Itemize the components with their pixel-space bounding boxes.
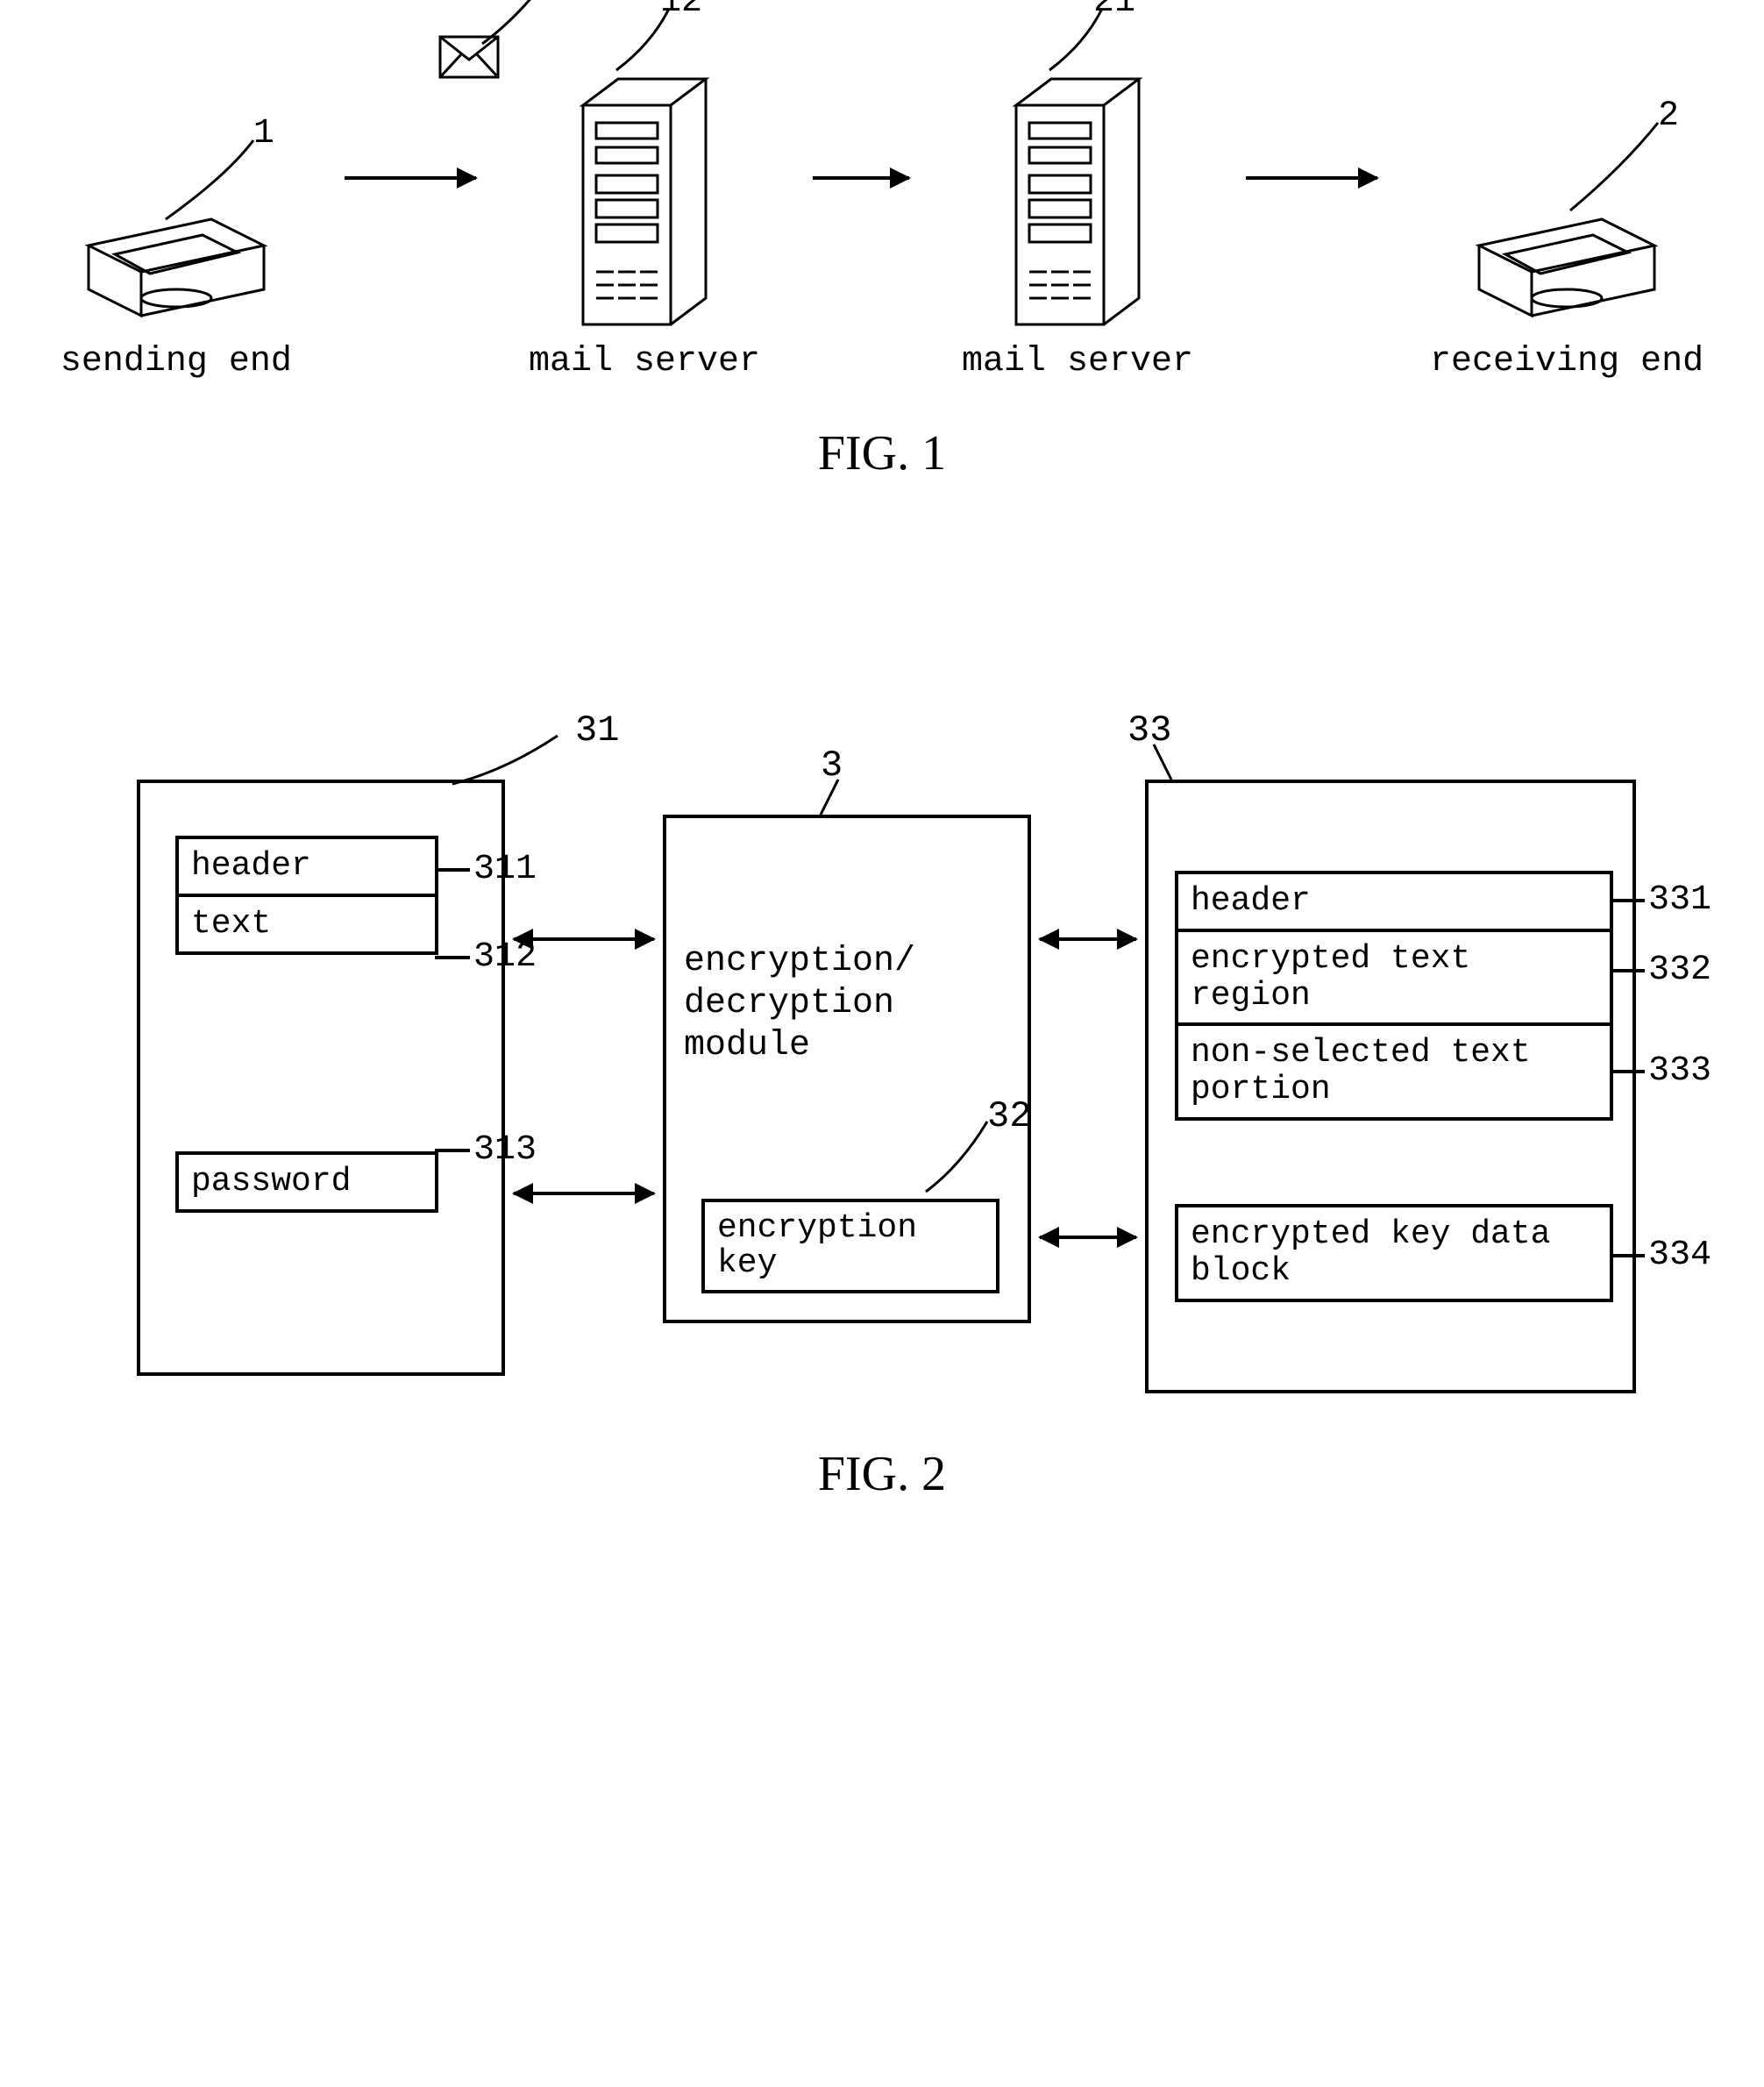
mail-server-2-node: mail server 21 — [962, 70, 1193, 381]
arrow-icon — [813, 176, 909, 180]
bi-arrow-icon — [514, 1192, 654, 1195]
leader-line — [1561, 123, 1684, 219]
ref-right-panel: 33 — [1127, 709, 1171, 751]
receiving-laptop-node: receiving end 2 — [1430, 210, 1704, 381]
password-field-wrap: password — [175, 1151, 438, 1213]
ref-server1: 12 — [660, 0, 702, 22]
receiving-label: receiving end — [1430, 342, 1704, 381]
encryption-key-wrap: encryption key — [701, 1199, 999, 1293]
figure-2: header text password 31 311 312 313 encr… — [137, 709, 1627, 1428]
mail-server-1-label: mail server — [529, 342, 760, 381]
ref-r-nonsel: 333 — [1610, 1051, 1711, 1091]
encryption-key-field: encryption key — [701, 1199, 999, 1293]
ref-left-panel: 31 — [575, 709, 619, 751]
left-header-text-group: header text — [175, 836, 438, 955]
sending-laptop-node: sending end 1 — [60, 210, 292, 381]
password-field: password — [175, 1151, 438, 1213]
bi-arrow-icon — [514, 937, 654, 941]
fig2-title: FIG. 2 — [35, 1446, 1729, 1502]
fig1-row: sending end 1 — [35, 35, 1729, 390]
laptop-icon — [1453, 210, 1681, 333]
module-label: encryption/ decryption module — [684, 941, 1017, 1067]
bi-arrow-icon — [1040, 1236, 1136, 1239]
envelope-node: 11 — [438, 35, 500, 79]
text-field: text — [175, 897, 438, 955]
right-header-field: header — [1175, 871, 1613, 932]
bi-arrow-icon — [1040, 937, 1136, 941]
right-panel: header encrypted text region non-selecte… — [1145, 780, 1636, 1393]
ref-header: 311 — [435, 850, 537, 889]
right-stack: header encrypted text region non-selecte… — [1175, 871, 1613, 1121]
non-sel-field: non-selected text portion — [1175, 1026, 1613, 1121]
ref-r-enc: 332 — [1610, 951, 1711, 990]
laptop-icon — [62, 210, 290, 333]
mid-panel: encryption/ decryption module encryption… — [663, 815, 1031, 1323]
figure-1: sending end 1 — [35, 35, 1729, 481]
ref-password: 313 — [435, 1130, 537, 1170]
ref-key: 32 — [987, 1095, 1031, 1137]
header-field: header — [175, 836, 438, 897]
arrow-icon — [345, 176, 476, 180]
envelope-icon — [438, 35, 500, 79]
fig1-title: FIG. 1 — [35, 425, 1729, 481]
mail-server-1-node: mail server 12 — [529, 70, 760, 381]
enc-text-field: encrypted text region — [1175, 932, 1613, 1027]
ref-r-keyblk: 334 — [1610, 1236, 1711, 1275]
enc-key-block-field: encrypted key data block — [1175, 1204, 1613, 1302]
ref-receiving: 2 — [1658, 96, 1679, 136]
enc-key-block-wrap: encrypted key data block — [1175, 1204, 1613, 1302]
arrow-icon — [1246, 176, 1377, 180]
ref-mid-panel: 3 — [821, 744, 843, 787]
mail-server-2-label: mail server — [962, 342, 1193, 381]
server-icon — [565, 70, 723, 333]
ref-sending: 1 — [253, 114, 274, 153]
ref-server2: 21 — [1093, 0, 1135, 22]
sending-label: sending end — [60, 342, 292, 381]
ref-r-header: 331 — [1610, 880, 1711, 920]
server-icon — [999, 70, 1156, 333]
